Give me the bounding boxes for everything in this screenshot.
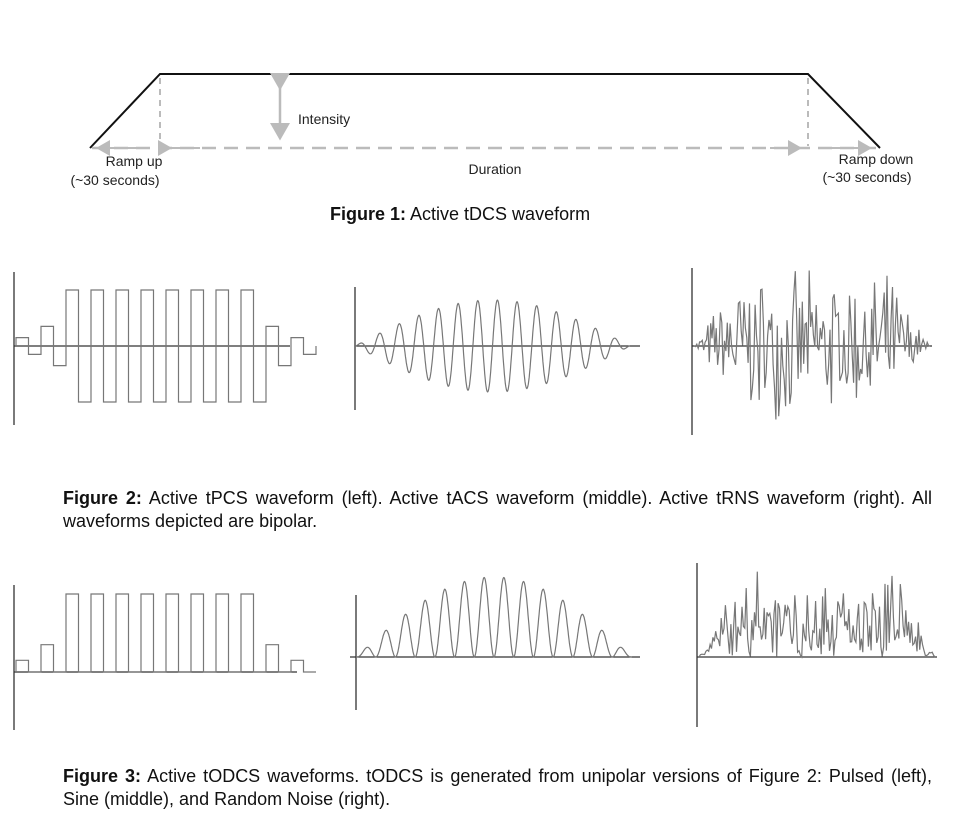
- tacs-waveform: [355, 299, 630, 393]
- axes: [13, 268, 937, 730]
- random-noise-waveform: [698, 571, 936, 659]
- tdcs-waveform: [89, 73, 881, 149]
- duration-label: Duration: [469, 161, 522, 177]
- ramp-up-time: (~30 seconds): [70, 172, 159, 188]
- figure-2-caption: Figure 2: Active tPCS waveform (left). A…: [63, 487, 932, 533]
- trns-waveform: [693, 270, 931, 420]
- caption-text: Active tPCS waveform (left). Active tACS…: [63, 488, 932, 531]
- caption-text: Active tDCS waveform: [410, 204, 591, 224]
- ramp-down-label: Ramp down: [839, 151, 914, 167]
- caption-label: Figure 1:: [330, 204, 407, 224]
- tpcs-waveform: [15, 289, 317, 403]
- caption-label: Figure 3:: [63, 766, 142, 786]
- caption-label: Figure 2:: [63, 488, 142, 508]
- figure-1-caption: Figure 1: Active tDCS waveform: [330, 203, 730, 226]
- figure-1: Intensity Ramp up (~30 seconds) Duration…: [70, 73, 914, 188]
- ramp-up-label: Ramp up: [106, 153, 163, 169]
- sine-waveform: [356, 576, 632, 658]
- pulsed-waveform: [15, 593, 316, 673]
- ramp-down-time: (~30 seconds): [822, 169, 911, 185]
- intensity-label: Intensity: [298, 111, 350, 127]
- caption-text: Active tODCS waveforms. tODCS is generat…: [63, 766, 932, 809]
- figure-3-caption: Figure 3: Active tODCS waveforms. tODCS …: [63, 765, 932, 811]
